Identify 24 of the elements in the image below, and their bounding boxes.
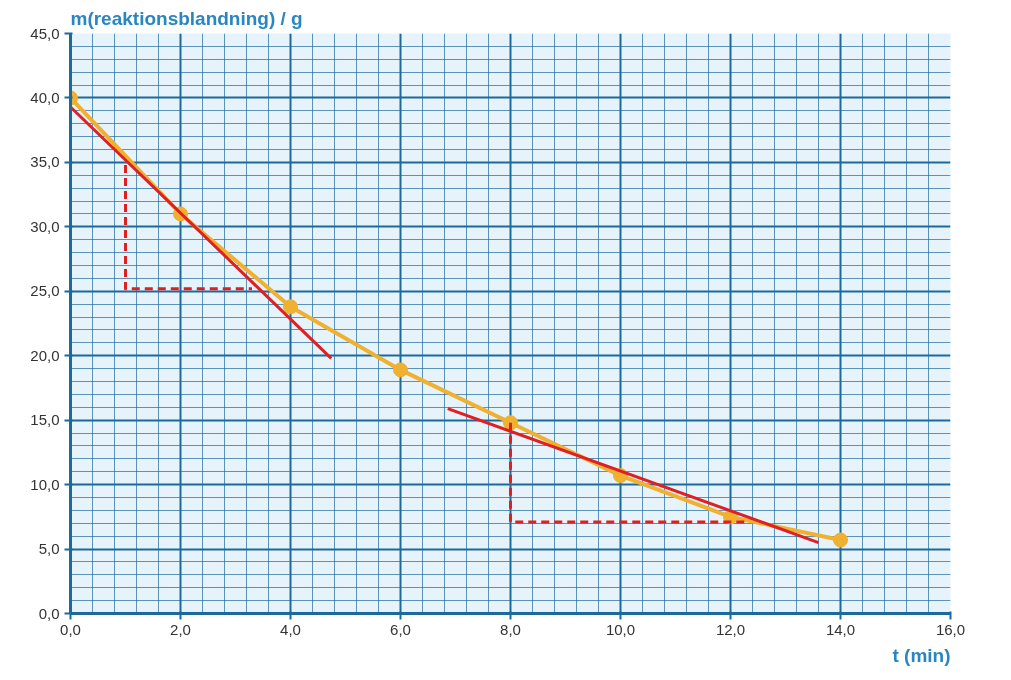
x-tick-label: 0,0 <box>60 620 81 638</box>
y-tick-label: 35,0 <box>30 153 60 171</box>
x-tick-label: 10,0 <box>605 620 636 638</box>
point <box>833 532 848 548</box>
y-tick-label: 10,0 <box>30 475 60 493</box>
y-tick-label: 20,0 <box>30 346 60 364</box>
y-axis-title: m(reaktionsblandning) / g <box>70 7 303 29</box>
x-tick-label: 6,0 <box>390 620 411 638</box>
x-tick-label: 8,0 <box>500 620 521 638</box>
y-tick-label: 40,0 <box>30 88 60 106</box>
y-tick-label: 45,0 <box>30 24 60 42</box>
y-tick-label: 25,0 <box>30 282 60 300</box>
point <box>283 299 298 315</box>
x-tick-label: 12,0 <box>715 620 746 638</box>
x-tick-label: 4,0 <box>280 620 301 638</box>
y-tick-label: 0,0 <box>38 604 60 622</box>
x-axis-title: t (min) <box>892 644 951 666</box>
x-tick-label: 14,0 <box>825 620 856 638</box>
y-tick-label: 30,0 <box>30 217 60 235</box>
y-tick-label: 15,0 <box>30 411 60 429</box>
x-tick-label: 16,0 <box>935 620 966 638</box>
point <box>393 362 408 378</box>
x-tick-label: 2,0 <box>170 620 191 638</box>
y-tick-label: 5,0 <box>38 540 60 558</box>
